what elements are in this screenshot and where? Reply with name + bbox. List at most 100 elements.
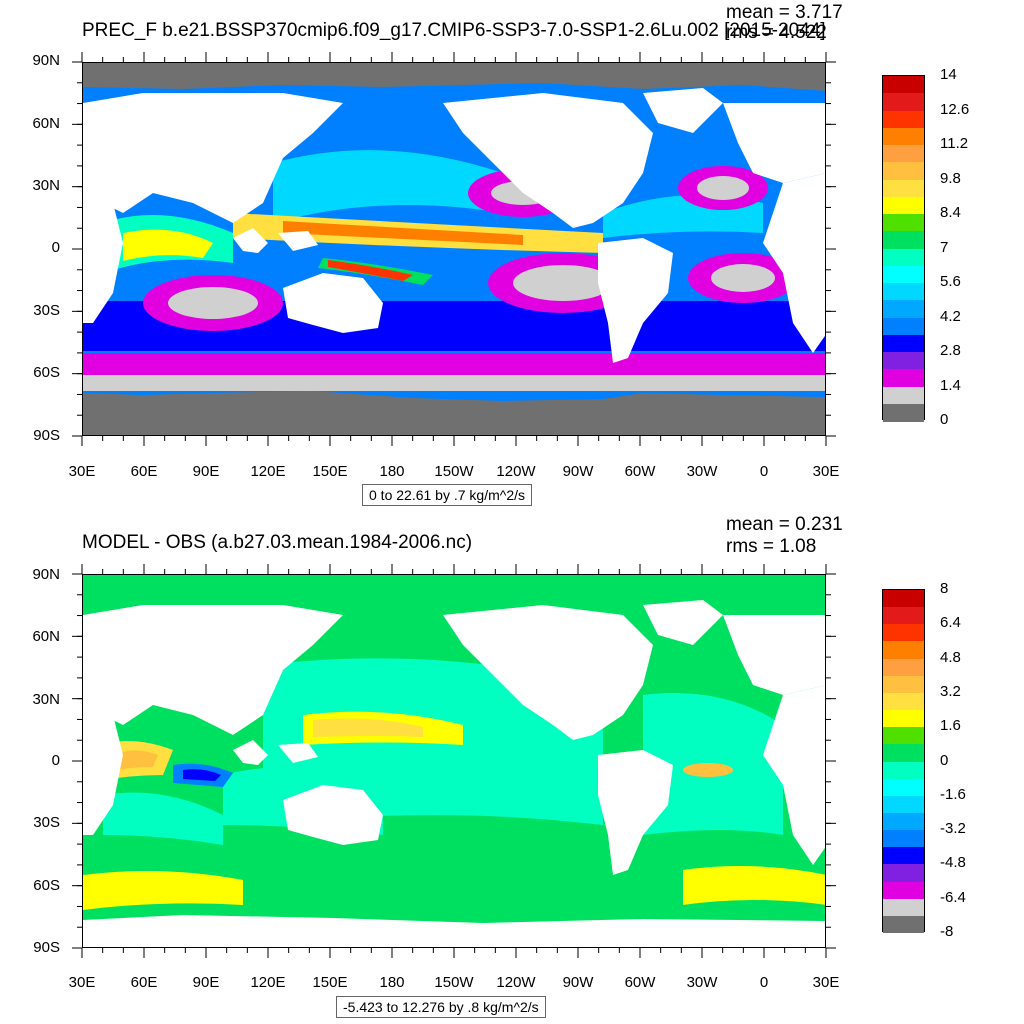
colorbar-label: 14 [940,66,957,83]
colorbar-label: 1.4 [940,376,961,394]
colorbar-swatch [883,196,924,215]
top-lon-label: 120W [496,463,536,480]
colorbar-label: 0 [940,411,949,428]
top-contour-info: 0 to 22.61 by .7 kg/m^2/s [362,484,532,506]
colorbar-swatch [883,847,924,865]
colorbar-swatch [883,830,924,848]
top-mean: mean = 3.717 [726,2,843,23]
colorbar-label: 7 [940,238,949,256]
bottom-lon-label: 120E [250,974,286,991]
top-lat-label: 30S [33,302,60,319]
top-lon-label: 30E [812,463,840,480]
colorbar-swatch [883,778,924,797]
bottom-map-field [83,575,825,947]
bottom-lon-label: 120W [496,974,536,991]
colorbar-label: 6.4 [940,614,961,632]
colorbar-label: 8.4 [940,204,961,221]
bottom-lon-label: 90W [562,974,594,991]
colorbar-swatch [883,881,924,900]
colorbar-label: 12.6 [940,100,970,118]
colorbar-swatch [883,727,924,745]
top-lon-label: 150W [434,463,474,480]
colorbar-label: -3.2 [940,820,966,838]
colorbar-swatch [883,283,924,301]
top-colorbar [882,75,925,422]
bottom-rms: rms = 1.08 [726,536,817,557]
top-title: PREC_F b.e21.BSSP370cmip6.f09_g17.CMIP6-… [82,20,826,41]
bottom-lon-label: 0 [759,974,769,991]
colorbar-label: 0 [940,751,949,769]
colorbar-swatch [883,898,924,917]
top-map-field [83,63,825,435]
top-lon-label: 90E [192,463,220,480]
colorbar-swatch [883,231,924,249]
top-lon-label: 180 [379,463,405,480]
colorbar-swatch [883,658,924,677]
colorbar-label: -1.6 [940,785,966,803]
bottom-lon-label: 60E [130,974,158,991]
top-lat-label: 30N [32,177,60,194]
colorbar-swatch [883,864,924,883]
colorbar-swatch [883,127,924,146]
colorbar-label: -4.8 [940,854,966,872]
top-lon-label: 60W [624,463,656,480]
top-lon-label: 90W [562,463,594,480]
colorbar-label: 4.2 [940,307,961,325]
bottom-mean: mean = 0.231 [726,514,843,535]
top-lat-label: 90S [33,427,60,444]
top-lat-label: 0 [51,239,60,256]
colorbar-label: 8 [940,580,949,597]
colorbar-swatch [883,162,924,180]
bottom-colorbar [882,589,925,934]
bottom-lon-label: 30E [812,974,840,991]
bottom-lon-label: 150E [312,974,348,991]
top-lon-label: 30E [68,463,96,480]
colorbar-swatch [883,317,924,336]
colorbar-swatch [883,607,924,625]
top-lon-label: 150E [312,463,348,480]
colorbar-swatch [883,761,924,780]
colorbar-swatch [883,386,924,405]
bottom-contour-info: -5.423 to 12.276 by .8 kg/m^2/s [336,996,546,1018]
top-map [82,62,826,436]
top-lon-label: 120E [250,463,286,480]
colorbar-label: 3.2 [940,682,961,700]
top-panel: PREC_F b.e21.BSSP370cmip6.f09_g17.CMIP6-… [32,2,970,506]
bottom-lon-label: 30W [686,974,718,991]
colorbar-swatch [883,692,924,711]
colorbar-swatch [883,248,924,267]
bottom-lon-label: 30E [68,974,96,991]
top-lat-label: 60S [33,364,60,381]
top-lat-label: 60N [32,115,60,132]
colorbar-label: 1.6 [940,717,961,735]
top-lat-label: 90N [32,52,60,69]
colorbar-swatch [883,403,924,422]
colorbar-swatch [883,812,924,831]
colorbar-swatch [883,93,924,111]
colorbar-label: 11.2 [940,135,969,152]
colorbar-swatch [883,795,924,814]
colorbar-swatch [883,675,924,694]
colorbar-swatch [883,624,924,642]
bottom-lat-label: 60N [32,628,60,645]
colorbar-label: 5.6 [940,273,961,290]
colorbar-swatch [883,334,924,353]
colorbar-swatch [883,915,924,934]
bottom-lon-label: 180 [379,974,405,991]
colorbar-swatch [883,110,924,129]
bottom-panel: MODEL - OBS (a.b27.03.mean.1984-2006.nc)… [0,512,1024,1024]
colorbar-swatch [883,744,924,762]
colorbar-swatch [883,590,924,608]
colorbar-swatch [883,641,924,660]
colorbar-label: 4.8 [940,648,961,666]
colorbar-label: 2.8 [940,342,961,359]
bottom-lat-label: 60S [33,877,60,894]
colorbar-swatch [883,352,924,370]
top-rms: rms = 4.522 [726,22,827,43]
colorbar-swatch [883,265,924,284]
bottom-lat-label: 30S [33,814,60,831]
colorbar-swatch [883,300,924,318]
bottom-lat-label: 0 [51,752,60,769]
colorbar-label: 9.8 [940,169,961,187]
top-lon-label: 60E [130,463,158,480]
